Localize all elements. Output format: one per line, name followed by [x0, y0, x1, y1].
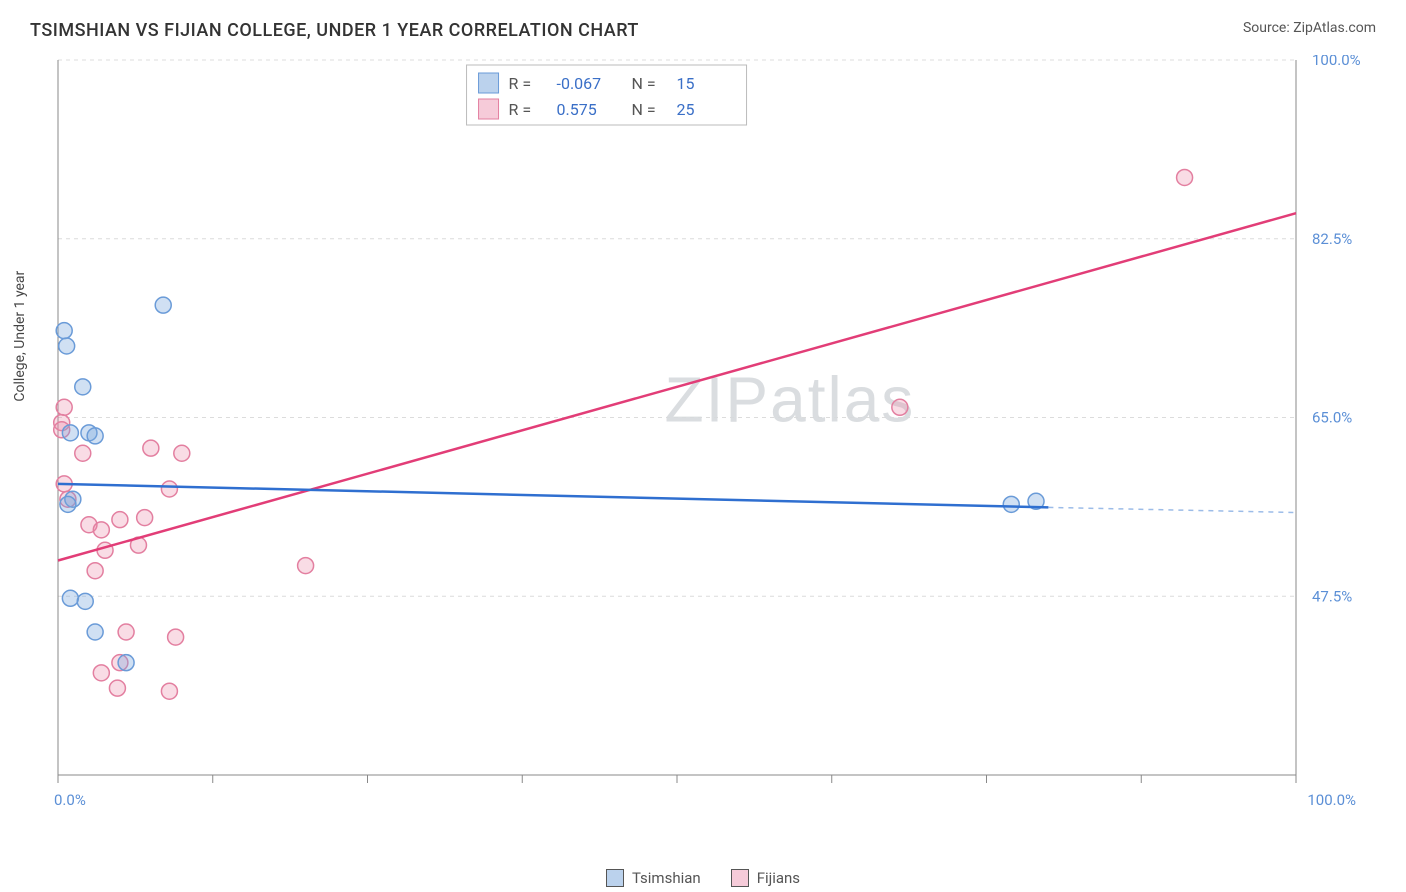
svg-text:N =: N =	[632, 74, 656, 93]
svg-text:-0.067: -0.067	[557, 74, 602, 93]
chart-area: College, Under 1 year 47.5%65.0%82.5%100…	[50, 55, 1386, 862]
chart-title: TSIMSHIAN VS FIJIAN COLLEGE, UNDER 1 YEA…	[30, 20, 639, 41]
legend-item-fijians: Fijians	[731, 869, 800, 887]
svg-text:0.0%: 0.0%	[54, 791, 86, 809]
svg-text:N =: N =	[632, 100, 656, 119]
svg-text:100.0%: 100.0%	[1307, 791, 1356, 809]
scatter-plot: 47.5% 65.0% 82.5% 100.0% ZIPatlas 0.0% 100.0% R…	[50, 55, 1386, 835]
legend-swatch-tsimshian	[606, 869, 624, 887]
svg-text:100.0%: 100.0%	[1312, 55, 1361, 69]
svg-text:0.575: 0.575	[557, 100, 597, 119]
svg-text:82.5%: 82.5%	[1312, 230, 1352, 248]
source-attribution: Source: ZipAtlas.com	[1243, 20, 1376, 36]
svg-text:47.5%: 47.5%	[1312, 587, 1352, 605]
svg-text:ZIPatlas: ZIPatlas	[665, 364, 916, 436]
svg-text:15: 15	[677, 74, 695, 93]
legend-item-tsimshian: Tsimshian	[606, 869, 701, 887]
svg-text:65.0%: 65.0%	[1312, 409, 1352, 427]
legend-swatch-fijians	[731, 869, 749, 887]
svg-text:R =: R =	[509, 74, 532, 93]
svg-text:R =: R =	[509, 100, 532, 119]
y-axis-label: College, Under 1 year	[12, 270, 28, 401]
bottom-legend: Tsimshian Fijians	[0, 869, 1406, 887]
svg-text:25: 25	[677, 100, 695, 119]
source-link[interactable]: ZipAtlas.com	[1293, 20, 1376, 36]
